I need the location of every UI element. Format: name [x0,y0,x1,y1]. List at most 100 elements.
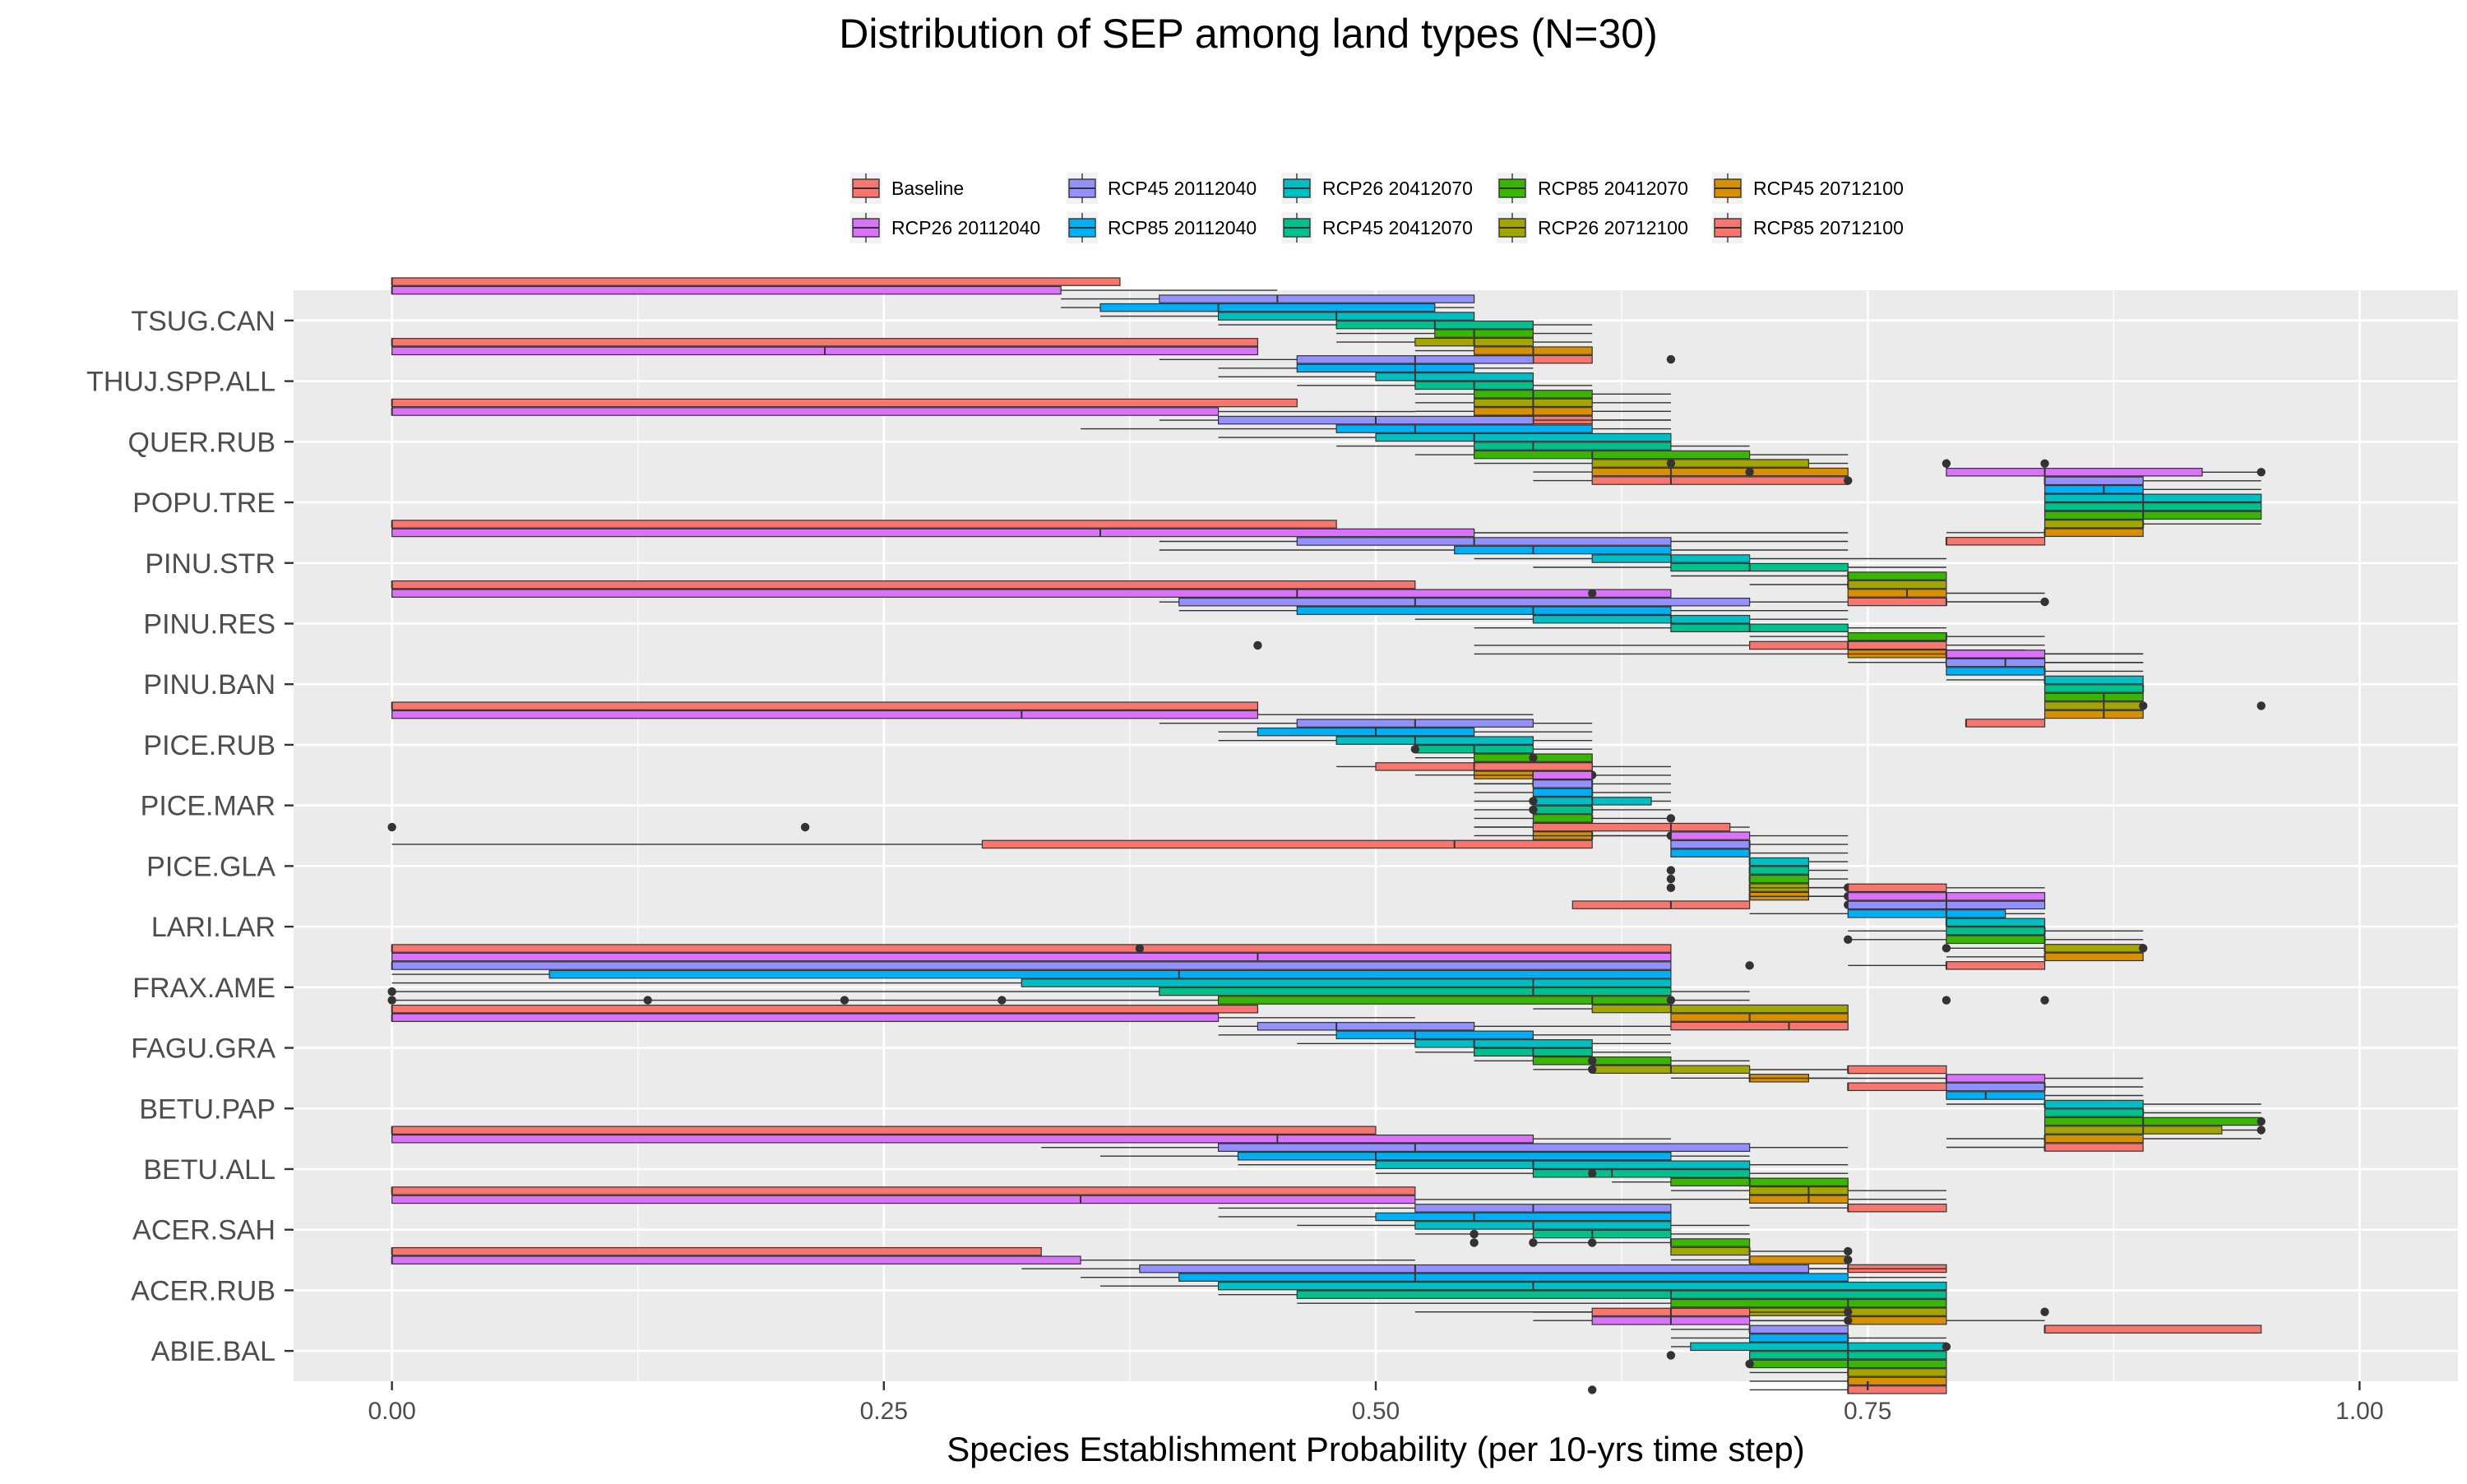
box-iqr [1591,476,1849,485]
x-tick-label: 0.75 [1844,1398,1891,1425]
box-betu-pap-rcp26-20712100 [2043,1126,2261,1135]
box-iqr [1139,1264,1809,1274]
box-thuj-spp-all-rcp45-20412070 [1297,381,1593,391]
box-fagu-gra-rcp85-20412070 [1474,1056,1750,1066]
box-fagu-gra-rcp45-20112040 [1218,1022,1671,1031]
box-iqr [1946,961,2046,970]
y-tick-label: QUER.RUB [128,427,275,458]
y-tick-label: PICE.RUB [143,730,275,761]
box-thuj-spp-all-rcp45-20712100 [1414,407,1671,416]
box-iqr [1670,1238,1751,1247]
box-iqr [1670,562,1849,572]
outlier-point [2040,1307,2049,1316]
box-iqr [391,520,1337,529]
box-pinu-res-rcp45-20112040 [1159,597,1849,607]
box-betu-all-baseline [391,1126,1377,1135]
box-pinu-res-rcp26-20412070 [1414,614,1849,624]
box-iqr [391,528,1475,538]
box-iqr [1532,1229,1672,1239]
box-iqr [2043,944,2144,953]
box-acer-sah-rcp26-20112040 [391,1195,1671,1204]
y-tick-label: ACER.SAH [132,1215,275,1246]
box-pinu-ban-rcp26-20712100 [2043,701,2144,710]
box-group-lari-lar [1666,883,2148,970]
box-lari-lar-rcp45-20712100 [1946,952,2144,962]
box-quer-rub-baseline [391,398,1298,408]
box-iqr [1749,1325,1849,1334]
box-iqr [1454,545,1672,555]
outlier-point [2256,1126,2266,1135]
y-tick-label: PINU.STR [145,548,275,580]
box-pice-gla-rcp85-20712100 [1571,900,1751,909]
box-pinu-ban-baseline [1474,640,1947,650]
box-iqr [1591,1004,1849,1014]
box-betu-all-rcp26-20712100 [1670,1186,1946,1195]
box-frax-ame-rcp26-20712100 [1533,1004,1849,1014]
box-group-abie-bal [1533,1307,1951,1394]
box-pice-rub-baseline [391,701,1259,710]
box-iqr [391,710,1259,719]
box-iqr [1217,996,1672,1005]
box-iqr [1434,329,1534,338]
outlier-point [1588,1065,1597,1074]
box-popu-tre-rcp26-20712100 [2043,520,2261,529]
box-frax-ame-rcp45-20412070 [391,987,1750,996]
box-betu-pap-rcp45-20712100 [1946,1134,2261,1144]
box-pinu-res-baseline [391,580,1416,589]
y-tick-label: LARI.LAR [151,912,275,943]
box-lari-lar-rcp85-20112040 [1749,909,2045,918]
box-betu-all-rcp45-20412070 [1376,1168,1849,1178]
box-iqr [1474,442,1672,451]
legend-label: RCP26 20112040 [891,217,1040,238]
outlier-point [1529,1238,1538,1247]
box-pinu-res-rcp85-20412070 [1749,631,2045,641]
box-iqr [1670,623,1849,632]
outlier-point [997,996,1007,1005]
y-tick-label: BETU.PAP [139,1093,275,1125]
box-pinu-str-rcp85-20412070 [1670,571,1947,580]
box-pice-mar-rcp26-20112040 [1474,770,1671,780]
box-iqr [1946,650,2046,659]
box-pinu-ban-rcp26-20412070 [1946,675,2144,685]
box-betu-pap-rcp85-20712100 [1946,1143,2144,1152]
box-popu-tre-rcp26-20412070 [2043,493,2262,503]
box-iqr [1335,736,1534,745]
box-tsug-can-rcp45-20412070 [1218,320,1593,330]
box-fagu-gra-rcp85-20112040 [1218,1030,1671,1040]
box-iqr [1237,1151,1672,1161]
box-betu-pap-baseline [1749,1065,1947,1075]
legend-label: RCP26 20412070 [1322,178,1473,199]
box-pice-gla-rcp26-20112040 [1533,831,1849,840]
box-pinu-str-rcp45-20712100 [1847,589,2045,598]
box-iqr [391,944,1672,953]
box-popu-tre-rcp85-20112040 [2043,485,2261,494]
box-iqr [2043,701,2144,710]
box-fagu-gra-rcp26-20412070 [1297,1039,1671,1048]
box-iqr [1847,1082,1947,1092]
box-iqr [1532,614,1751,624]
y-tick-label: ABIE.BAL [151,1336,275,1367]
boxes-layer [387,277,2266,1394]
box-iqr [1670,1013,1849,1022]
box-iqr [2043,528,2144,538]
box-acer-sah-rcp85-20112040 [1218,1212,1672,1222]
outlier-point [1666,814,1676,823]
box-pice-mar-rcp45-20112040 [1474,779,1671,788]
box-acer-rub-rcp45-20412070 [1218,1290,1947,1299]
outlier-point [387,996,396,1005]
box-iqr [1749,857,1809,867]
box-iqr [1217,1281,1947,1291]
box-iqr [1946,667,2046,676]
legend-item-rcp26-20112040: RCP26 20112040 [850,212,1040,243]
box-pinu-str-rcp26-20112040 [391,528,1849,538]
box-acer-sah-rcp45-20112040 [1218,1204,1672,1213]
box-iqr [1375,372,1534,381]
outlier-point [2138,701,2148,710]
outlier-point [1942,996,1951,1005]
box-tsug-can-rcp45-20712100 [1414,346,1593,355]
legend-label: Baseline [891,178,964,199]
box-pice-rub-rcp85-20112040 [1218,727,1593,737]
legend-label: RCP26 20712100 [1538,217,1688,238]
x-axis: 0.00 0.25 0.50 0.75 1.00 [368,1381,2384,1425]
